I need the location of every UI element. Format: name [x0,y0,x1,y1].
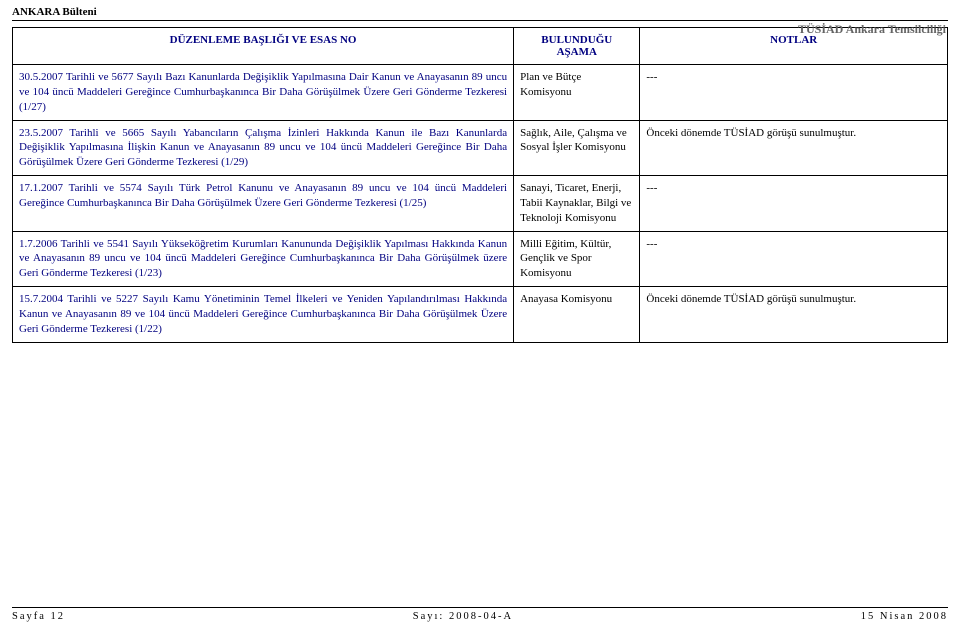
regulation-title: 23.5.2007 Tarihli ve 5665 Sayılı Yabancı… [13,120,514,176]
top-divider [12,20,948,21]
footer-issue: Sayı: 2008-04-A [65,611,861,622]
regulation-stage: Sağlık, Aile, Çalışma ve Sosyal İşler Ko… [514,120,640,176]
regulation-note: --- [640,176,948,232]
footer-page: Sayfa 12 [12,611,65,622]
regulation-stage: Anayasa Komisyonu [514,287,640,343]
regulation-note: --- [640,65,948,121]
bulletin-title: ANKARA Bülteni [12,6,948,18]
regulation-title: 30.5.2007 Tarihli ve 5677 Sayılı Bazı Ka… [13,65,514,121]
footer-divider [12,607,948,608]
table-row: 23.5.2007 Tarihli ve 5665 Sayılı Yabancı… [13,120,948,176]
regulations-table: DÜZENLEME BAŞLIĞI VE ESAS NO BULUNDUĞU A… [12,27,948,343]
regulation-stage: Milli Eğitim, Kültür, Gençlik ve Spor Ko… [514,231,640,287]
org-name: TÜSİAD Ankara Temsilciliği [798,22,946,37]
regulation-stage: Sanayi, Ticaret, Enerji, Tabii Kaynaklar… [514,176,640,232]
table-row: 17.1.2007 Tarihli ve 5574 Sayılı Türk Pe… [13,176,948,232]
table-row: 30.5.2007 Tarihli ve 5677 Sayılı Bazı Ka… [13,65,948,121]
table-row: 1.7.2006 Tarihli ve 5541 Sayılı Yükseköğ… [13,231,948,287]
regulation-stage: Plan ve Bütçe Komisyonu [514,65,640,121]
footer-date: 15 Nisan 2008 [861,611,948,622]
column-header-stage: BULUNDUĞU AŞAMA [514,28,640,65]
regulation-note: Önceki dönemde TÜSİAD görüşü sunulmuştur… [640,120,948,176]
table-row: 15.7.2004 Tarihli ve 5227 Sayılı Kamu Yö… [13,287,948,343]
column-header-title: DÜZENLEME BAŞLIĞI VE ESAS NO [13,28,514,65]
regulation-note: --- [640,231,948,287]
regulation-note: Önceki dönemde TÜSİAD görüşü sunulmuştur… [640,287,948,343]
regulation-title: 1.7.2006 Tarihli ve 5541 Sayılı Yükseköğ… [13,231,514,287]
regulation-title: 15.7.2004 Tarihli ve 5227 Sayılı Kamu Yö… [13,287,514,343]
regulation-title: 17.1.2007 Tarihli ve 5574 Sayılı Türk Pe… [13,176,514,232]
page-footer: Sayfa 12 Sayı: 2008-04-A 15 Nisan 2008 [12,607,948,622]
